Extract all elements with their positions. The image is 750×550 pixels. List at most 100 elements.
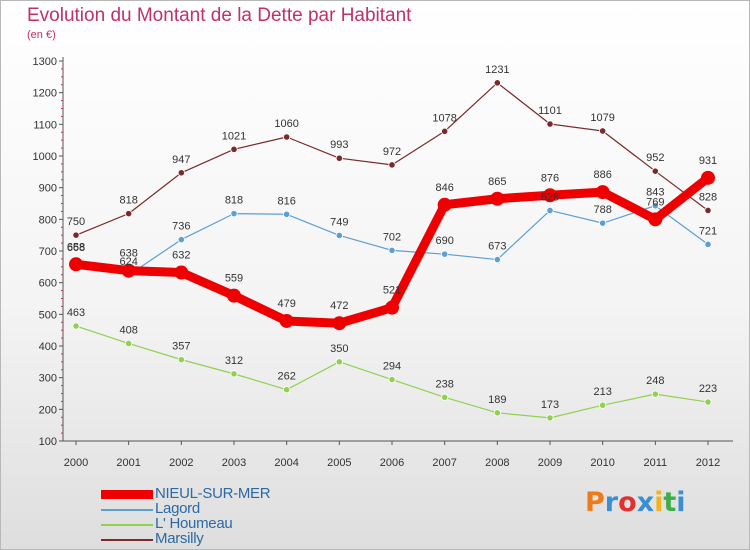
logo-letter: P bbox=[585, 487, 605, 518]
data-point-lagord bbox=[230, 210, 238, 218]
data-label-l-houmeau: 238 bbox=[435, 378, 453, 390]
data-label-lagord: 788 bbox=[593, 204, 611, 216]
data-label-lagord: 668 bbox=[67, 242, 85, 254]
series-line-marsilly bbox=[75, 82, 709, 236]
data-point-marsilly bbox=[177, 169, 185, 177]
logo-letter: x bbox=[636, 487, 655, 518]
data-point-marsilly bbox=[230, 145, 238, 153]
legend-swatch-lagord bbox=[101, 509, 153, 511]
data-label-overlap: 769 bbox=[646, 196, 664, 208]
data-label-nieul-sur-mer: 472 bbox=[330, 300, 348, 312]
data-label-marsilly: 750 bbox=[67, 216, 85, 228]
data-point-lagord bbox=[546, 206, 554, 215]
data-point-l-houmeau bbox=[651, 390, 659, 398]
data-label-nieul-sur-mer: 521 bbox=[383, 285, 401, 297]
legend-label-nieul: NIEUL-SUR-MER bbox=[155, 485, 271, 502]
y-tick-label: 800 bbox=[39, 214, 57, 226]
x-tick-label: 2010 bbox=[590, 457, 614, 469]
data-label-nieul-sur-mer: 479 bbox=[277, 298, 295, 310]
legend-label-lagord: Lagord bbox=[155, 500, 200, 517]
y-tick-label: 500 bbox=[39, 309, 57, 321]
x-tick-label: 2006 bbox=[380, 457, 404, 469]
data-point-lagord bbox=[283, 210, 291, 218]
data-point-lagord bbox=[177, 236, 185, 244]
data-label-nieul-sur-mer: 632 bbox=[172, 250, 190, 262]
data-point-lagord bbox=[704, 240, 712, 248]
data-point-l-houmeau bbox=[72, 322, 80, 330]
data-label-l-houmeau: 173 bbox=[541, 399, 559, 411]
data-label-l-houmeau: 312 bbox=[225, 355, 243, 367]
data-point-nieul-sur-mer bbox=[279, 313, 294, 328]
logo-letter: o bbox=[618, 487, 637, 518]
data-label-l-houmeau: 248 bbox=[646, 375, 664, 387]
data-point-marsilly bbox=[599, 127, 607, 135]
data-point-nieul-sur-mer bbox=[174, 265, 189, 280]
data-point-marsilly bbox=[704, 206, 712, 215]
data-label-lagord: 816 bbox=[277, 195, 295, 207]
data-point-nieul-sur-mer bbox=[121, 263, 136, 278]
x-tick-label: 2011 bbox=[644, 457, 668, 469]
x-tick-label: 2012 bbox=[696, 457, 720, 469]
data-label-marsilly: 1079 bbox=[590, 112, 614, 124]
data-point-nieul-sur-mer bbox=[648, 212, 663, 227]
data-label-marsilly: 1021 bbox=[222, 130, 246, 142]
data-label-l-houmeau: 213 bbox=[593, 386, 611, 398]
data-point-marsilly bbox=[125, 210, 133, 218]
logo-letter: i bbox=[676, 487, 686, 518]
data-point-l-houmeau bbox=[388, 375, 396, 384]
data-label-marsilly: 947 bbox=[172, 154, 190, 166]
data-point-lagord bbox=[599, 219, 607, 227]
x-tick-label: 2003 bbox=[222, 457, 246, 469]
x-tick-label: 2009 bbox=[538, 457, 562, 469]
data-label-marsilly: 818 bbox=[119, 195, 137, 207]
data-point-lagord bbox=[441, 250, 449, 258]
data-point-l-houmeau bbox=[441, 393, 449, 401]
y-tick-label: 1300 bbox=[33, 56, 57, 68]
data-label-lagord: 843 bbox=[646, 187, 664, 199]
data-point-l-houmeau bbox=[493, 409, 501, 417]
data-point-marsilly bbox=[72, 231, 80, 239]
data-label-nieul-sur-mer: 931 bbox=[699, 155, 717, 167]
data-point-marsilly bbox=[388, 161, 396, 169]
data-label-l-houmeau: 189 bbox=[488, 394, 506, 406]
x-tick-label: 2008 bbox=[485, 457, 509, 469]
data-label-l-houmeau: 408 bbox=[119, 324, 137, 336]
data-label-nieul-sur-mer: 886 bbox=[593, 169, 611, 181]
x-tick-label: 2001 bbox=[116, 457, 140, 469]
data-label-nieul-sur-mer: 658 bbox=[67, 241, 85, 253]
data-label-lagord: 828 bbox=[541, 191, 559, 203]
y-tick-label: 1100 bbox=[33, 119, 57, 131]
proxiti-logo: Proxiti bbox=[585, 487, 686, 518]
data-point-l-houmeau bbox=[125, 339, 133, 348]
data-point-l-houmeau bbox=[599, 401, 607, 409]
data-point-nieul-sur-mer bbox=[437, 197, 452, 212]
data-point-marsilly bbox=[651, 167, 659, 175]
x-tick-label: 2005 bbox=[327, 457, 351, 469]
data-label-lagord: 624 bbox=[119, 256, 137, 268]
data-point-l-houmeau bbox=[283, 386, 291, 394]
data-point-nieul-sur-mer bbox=[385, 300, 399, 315]
x-tick-label: 2007 bbox=[432, 457, 456, 469]
y-tick-label: 400 bbox=[39, 341, 57, 353]
data-point-nieul-sur-mer bbox=[595, 185, 610, 200]
data-label-l-houmeau: 294 bbox=[383, 361, 401, 373]
y-tick-label: 900 bbox=[39, 183, 57, 195]
data-point-lagord bbox=[335, 231, 343, 240]
data-label-marsilly: 1060 bbox=[274, 118, 298, 130]
data-point-l-houmeau bbox=[335, 358, 343, 366]
data-label-lagord: 673 bbox=[488, 241, 506, 253]
y-tick-label: 600 bbox=[39, 278, 57, 290]
data-point-lagord bbox=[493, 255, 501, 264]
data-label-nieul-sur-mer: 846 bbox=[435, 182, 453, 194]
data-label-lagord: 702 bbox=[383, 231, 401, 243]
data-point-l-houmeau bbox=[177, 356, 185, 364]
legend-label-marsilly: Marsilly bbox=[155, 530, 204, 547]
data-label-l-houmeau: 223 bbox=[699, 383, 717, 395]
data-point-l-houmeau bbox=[230, 370, 238, 378]
data-label-l-houmeau: 463 bbox=[67, 307, 85, 319]
data-label-nieul-sur-mer: 559 bbox=[225, 273, 243, 285]
data-label-nieul-sur-mer: 876 bbox=[541, 172, 559, 184]
data-point-marsilly bbox=[493, 79, 501, 87]
data-point-lagord bbox=[388, 246, 396, 254]
chart-title: Evolution du Montant de la Dette par Hab… bbox=[27, 5, 412, 26]
